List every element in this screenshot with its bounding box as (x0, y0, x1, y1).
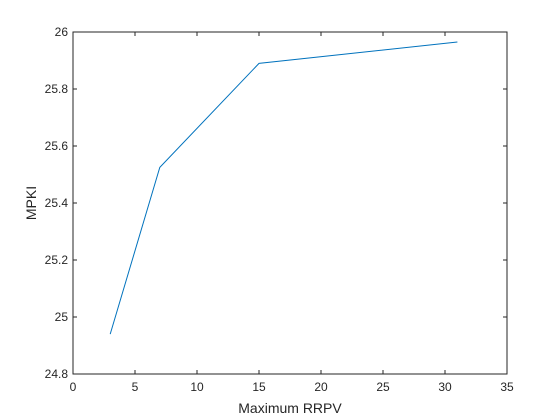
x-tick-label: 15 (252, 380, 266, 394)
y-axis-title: MPKI (23, 186, 39, 220)
y-tick-label: 24.8 (45, 367, 69, 381)
x-axis-ticks: 0 5 10 15 20 25 30 35 (70, 32, 514, 394)
y-tick-label: 25.2 (45, 253, 69, 267)
y-tick-label: 25.8 (45, 82, 69, 96)
y-tick-label: 26 (55, 25, 69, 39)
x-axis-title: Maximum RRPV (238, 400, 342, 416)
x-tick-label: 5 (132, 380, 139, 394)
y-tick-label: 25.4 (45, 196, 69, 210)
plot-area (73, 32, 507, 374)
x-tick-label: 25 (376, 380, 390, 394)
y-tick-label: 25 (55, 310, 69, 324)
y-tick-label: 25.6 (45, 139, 69, 153)
x-tick-label: 30 (438, 380, 452, 394)
series-line (109, 41, 458, 335)
x-tick-label: 10 (190, 380, 204, 394)
x-tick-label: 35 (500, 380, 514, 394)
x-tick-label: 20 (314, 380, 328, 394)
series-layer (109, 41, 458, 335)
y-axis-ticks: 24.8 25 25.2 25.4 25.6 25.8 26 (45, 25, 507, 381)
x-tick-label: 0 (70, 380, 77, 394)
